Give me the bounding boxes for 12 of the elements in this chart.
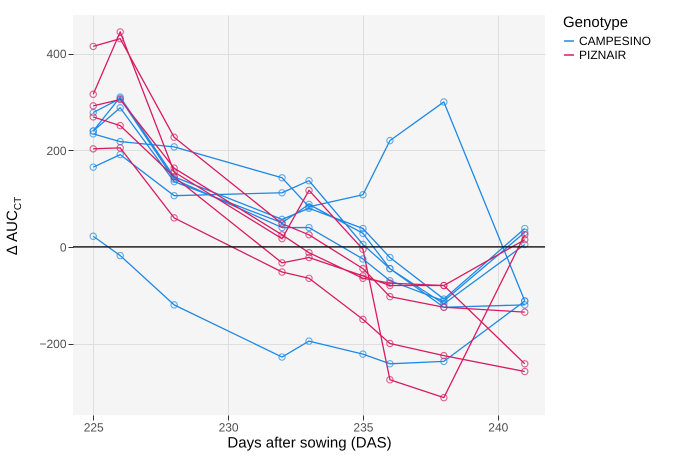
y-tick-label: 0 <box>60 240 67 254</box>
y-tick-label: 400 <box>46 47 67 62</box>
x-tick-label: 235 <box>353 420 374 434</box>
y-tick-label: −200 <box>39 337 67 351</box>
legend-title: Genotype <box>563 14 628 31</box>
y-tick-label: 200 <box>46 144 67 158</box>
x-tick-label: 225 <box>84 420 104 434</box>
legend-label: CAMPESINO <box>579 34 652 48</box>
legend-label: PIZNAIR <box>579 48 627 62</box>
x-tick-label: 230 <box>218 420 239 434</box>
x-tick-label: 240 <box>488 420 509 434</box>
x-axis-title: Days after sowing (DAS) <box>227 434 392 452</box>
